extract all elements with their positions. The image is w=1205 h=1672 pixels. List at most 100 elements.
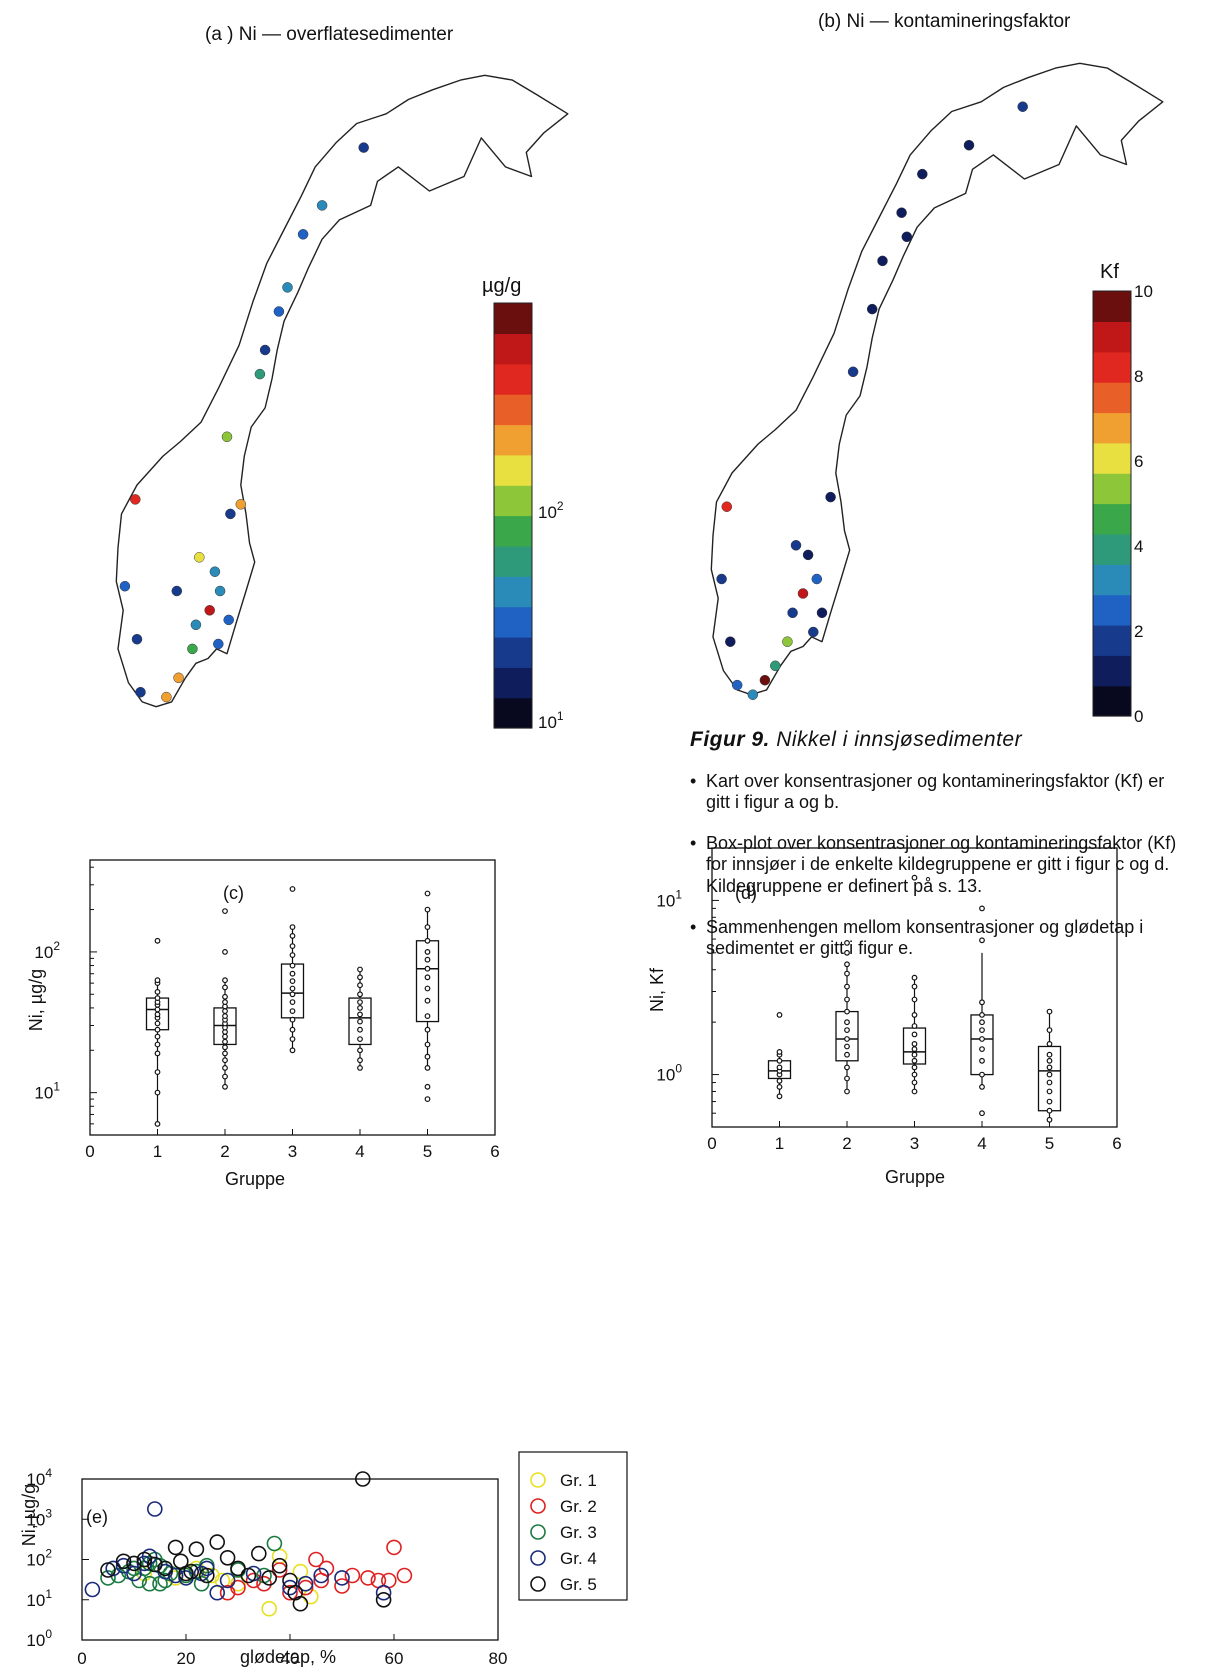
map-a-sample-point: [214, 585, 226, 597]
boxplot-c-point: [289, 991, 296, 998]
colorbar-b-band: [1093, 564, 1131, 596]
map-b-sample-point: [901, 231, 913, 243]
boxplot-c-point: [222, 999, 228, 1005]
colorbar-b-unit: Kf: [1100, 261, 1119, 283]
boxplot-d-ytick-label: 100: [656, 1062, 682, 1085]
scatter-e-ytick-label: 103: [26, 1506, 52, 1529]
map-a-sample-point: [119, 580, 131, 592]
boxplot-c-point: [154, 1033, 161, 1040]
map-a-sample-point: [130, 494, 141, 505]
boxplot-c-point: [357, 982, 363, 989]
colorbar-a-unit: µg/g: [482, 275, 521, 297]
boxplot-d-point: [844, 1019, 850, 1026]
boxplot-c-xtick-label: 4: [355, 1142, 364, 1161]
boxplot-c-point: [222, 1013, 228, 1019]
boxplot-d-xtick-label: 5: [1045, 1134, 1054, 1153]
boxplot-d-xtick-label: 6: [1112, 1134, 1121, 1153]
scatter-e-point: [147, 1556, 163, 1573]
boxplot-d-point: [1046, 1107, 1053, 1114]
scatter-e-point: [271, 1562, 288, 1578]
scatter-e-point: [209, 1584, 225, 1601]
boxplot-d-point: [1046, 1098, 1053, 1105]
scatter-e-point: [250, 1545, 267, 1562]
map-b-sample-point: [790, 540, 802, 551]
boxplot-c: 0 1 2 3 4 5 6 101 102: [34, 859, 500, 1161]
map-b-sample-point: [721, 501, 733, 512]
boxplot-c-point: [357, 1005, 363, 1011]
boxplot-d-xtick-label: 2: [842, 1134, 851, 1153]
colorbar-b-band: [1093, 503, 1131, 535]
map-a-sample-point: [131, 633, 143, 645]
scatter-e-point: [141, 1555, 158, 1572]
scatter-e-point: [256, 1575, 272, 1592]
scatter-e-point: [375, 1584, 392, 1601]
colorbar-b-band: [1093, 442, 1131, 474]
map-b-sample-point: [716, 573, 727, 585]
map-b-sample-point: [808, 626, 819, 638]
caption-title: Figur 9. Nikkel i innsjøsedimenter: [690, 728, 1190, 753]
scatter-e-point: [141, 1575, 158, 1592]
boxplot-c-point: [357, 999, 363, 1005]
scatter-e-point: [100, 1570, 116, 1586]
map-b-sample-point: [759, 674, 771, 686]
boxplot-d-point: [844, 1088, 850, 1095]
map-b-sample-point: [816, 607, 828, 619]
map-b-sample-point: [963, 139, 975, 151]
caption-bullets: Kart over konsentrasjoner og kontamin­er…: [690, 771, 1190, 960]
panel-e-ylabel: Ni, µg/g: [19, 1484, 39, 1546]
boxplot-c-point: [222, 949, 228, 955]
boxplot-c-point: [424, 985, 431, 992]
boxplot-c-point: [154, 1006, 161, 1013]
boxplot-d-xtick-label: 1: [775, 1134, 784, 1153]
boxplot-c-point: [154, 937, 161, 944]
boxplot-c-point: [357, 966, 363, 973]
boxplot-c-point: [289, 970, 296, 977]
boxplot-d-point: [1046, 1008, 1053, 1015]
map-b-sample-point: [770, 660, 781, 672]
scatter-e-point: [334, 1578, 350, 1594]
panel-a-title: (a ) Ni — overflatesedimenter: [205, 24, 454, 45]
map-b-sample-point: [725, 636, 736, 647]
map-b-sample-point: [811, 573, 823, 585]
boxplot-c-point: [154, 1069, 161, 1075]
caption-title-number: Figur 9.: [690, 728, 770, 751]
map-a-sample-point: [187, 643, 198, 655]
scatter-e-point: [344, 1567, 361, 1584]
scatter-e-point: [375, 1592, 392, 1608]
boxplot-c-point: [222, 1033, 228, 1040]
colorbar-b-tick-4: 4: [1134, 537, 1143, 556]
panel-c-ylabel: Ni, µg/g: [26, 969, 46, 1031]
scatter-e-point: [136, 1551, 153, 1568]
scatter-e-point: [157, 1560, 173, 1577]
boxplot-d-point: [979, 1110, 985, 1117]
boxplot-c-ytick-label: 102: [34, 939, 60, 962]
scatter-e-point: [308, 1551, 324, 1568]
boxplot-c-point: [154, 1020, 161, 1027]
map-a-sample-point: [223, 614, 234, 626]
legend-e-marker: [530, 1524, 546, 1540]
colorbar-b-band: [1093, 473, 1131, 505]
scatter-e-point: [188, 1541, 205, 1557]
boxplot-c-point: [424, 924, 431, 930]
map-b-sample-point: [797, 588, 809, 599]
scatter-e-xtick-label: 60: [385, 1649, 404, 1668]
map-b-sample-point: [877, 255, 888, 267]
boxplot-d-point: [979, 905, 985, 912]
scatter-e-ytick-label: 100: [26, 1627, 52, 1650]
colorbar-b-band: [1093, 351, 1131, 383]
scatter-e-xtick-label: 80: [489, 1649, 508, 1668]
scatter-e-point: [183, 1563, 199, 1580]
scatter-e-point: [354, 1471, 371, 1487]
colorbar-a-band: [494, 394, 532, 426]
colorbar-b-band: [1093, 655, 1131, 687]
boxplot-c-point: [154, 1089, 161, 1096]
boxplot-c-xtick-label: 6: [490, 1142, 499, 1161]
boxplot-c-xtick-label: 2: [220, 1142, 229, 1161]
map-a-sample-point: [254, 368, 266, 380]
map-a: [115, 74, 569, 708]
colorbar-b-tick-10: 10: [1134, 282, 1153, 301]
boxplot-c-point: [154, 1026, 161, 1033]
boxplot-d-point: [776, 1048, 783, 1055]
boxplot-c-point: [289, 924, 296, 930]
scatter-e-point: [313, 1567, 330, 1584]
